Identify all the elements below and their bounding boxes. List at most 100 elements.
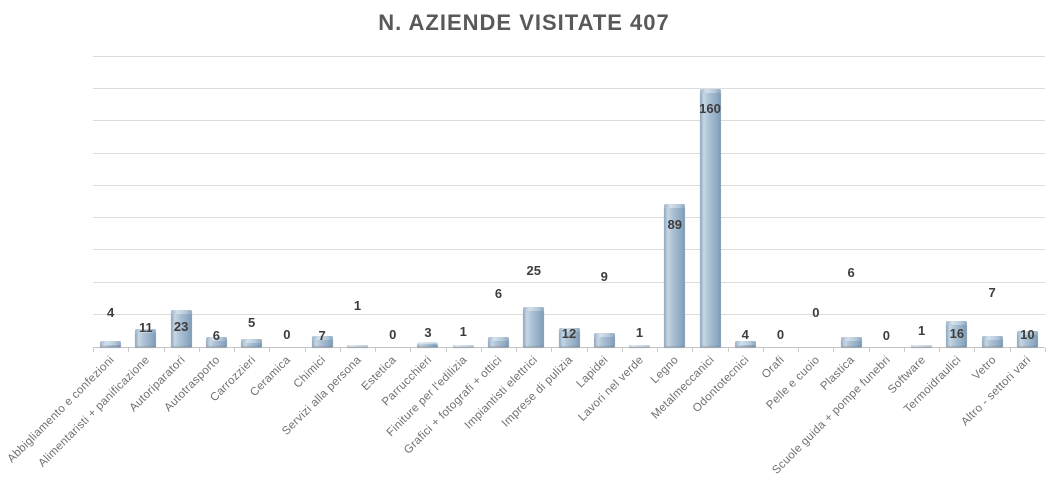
bar bbox=[734, 340, 756, 347]
bar-value-label: 25 bbox=[526, 263, 541, 278]
x-axis-label: Lavori nel verde bbox=[576, 354, 647, 424]
bar bbox=[241, 338, 263, 347]
bar-top-cap bbox=[664, 203, 686, 208]
axis-tick bbox=[375, 348, 377, 352]
axis-tick bbox=[727, 348, 729, 352]
bar-top-cap bbox=[205, 337, 227, 342]
bar-top-cap bbox=[840, 337, 862, 342]
bar bbox=[417, 342, 439, 347]
bar-value-label: 5 bbox=[248, 315, 256, 330]
axis-tick bbox=[339, 348, 341, 352]
x-axis-label: Metalmeccanici bbox=[649, 354, 717, 422]
bar bbox=[840, 337, 862, 347]
bar bbox=[699, 89, 721, 347]
bar-value-label: 12 bbox=[561, 326, 577, 341]
bar-top-cap bbox=[170, 309, 192, 314]
bar bbox=[1016, 330, 1038, 347]
bar-value-label: 6 bbox=[847, 265, 855, 280]
bar-top-cap bbox=[946, 321, 968, 326]
gridline bbox=[93, 120, 1045, 122]
axis-tick bbox=[692, 348, 694, 352]
bar-top-cap bbox=[593, 332, 615, 337]
axis-tick bbox=[762, 348, 764, 352]
x-axis-label: Legno bbox=[649, 354, 682, 387]
bar-top-cap bbox=[523, 306, 545, 311]
bar-top-cap bbox=[981, 335, 1003, 340]
axis-tick bbox=[128, 348, 130, 352]
gridline bbox=[93, 88, 1045, 90]
bar-value-label: 6 bbox=[212, 328, 221, 343]
bar-top-cap bbox=[241, 338, 263, 343]
x-axis-baseline bbox=[93, 347, 1045, 348]
bar-value-label: 1 bbox=[353, 298, 362, 313]
bar-top-cap bbox=[135, 329, 157, 334]
bar-value-label: 7 bbox=[318, 328, 326, 343]
bar-value-label: 6 bbox=[494, 286, 503, 301]
bar-value-label: 0 bbox=[776, 327, 785, 342]
bar-top-cap bbox=[100, 340, 122, 345]
bar bbox=[311, 335, 333, 347]
axis-tick bbox=[833, 348, 835, 352]
bar-top-cap bbox=[734, 340, 756, 345]
axis-tick bbox=[939, 348, 941, 352]
x-axis-label: Vetro bbox=[970, 354, 999, 383]
bar bbox=[946, 321, 968, 347]
bar-value-label: 4 bbox=[107, 305, 115, 320]
axis-tick bbox=[586, 348, 588, 352]
bar bbox=[664, 203, 686, 347]
axis-tick bbox=[657, 348, 659, 352]
gridline bbox=[93, 56, 1045, 57]
bar-value-label: 7 bbox=[988, 285, 996, 300]
bar-value-label: 89 bbox=[667, 217, 682, 232]
axis-tick bbox=[974, 348, 976, 352]
bar bbox=[205, 337, 227, 347]
bar-value-label: 0 bbox=[812, 305, 820, 320]
bar-top-cap bbox=[487, 337, 509, 342]
bar bbox=[981, 335, 1003, 347]
bar bbox=[593, 332, 615, 347]
axis-tick bbox=[234, 348, 236, 352]
x-axis-label: Altro - settori vari bbox=[959, 354, 1034, 429]
bar bbox=[487, 337, 509, 347]
gridline bbox=[93, 281, 1045, 283]
axis-tick bbox=[304, 348, 306, 352]
bar-top-cap bbox=[1016, 330, 1038, 335]
axis-tick bbox=[551, 348, 553, 352]
axis-tick bbox=[903, 348, 905, 352]
bar-value-label: 16 bbox=[949, 326, 965, 341]
bar bbox=[523, 306, 545, 347]
chart-title: N. AZIENDE VISITATE 407 bbox=[378, 10, 670, 35]
bar-value-label: 4 bbox=[741, 327, 749, 342]
gridline bbox=[93, 152, 1045, 154]
axis-tick bbox=[1045, 348, 1046, 352]
bar-value-label: 0 bbox=[882, 328, 890, 343]
bar-value-label: 3 bbox=[424, 325, 432, 340]
bar-value-label: 1 bbox=[459, 324, 467, 339]
gridline bbox=[93, 217, 1045, 219]
x-axis-label: Imprese di pulizia bbox=[499, 354, 576, 430]
gridline bbox=[93, 313, 1045, 315]
bar bbox=[629, 345, 651, 347]
bar-value-label: 1 bbox=[635, 325, 644, 340]
bar-value-label: 9 bbox=[600, 269, 608, 284]
bar bbox=[100, 340, 122, 347]
axis-tick bbox=[868, 348, 870, 352]
axis-tick bbox=[163, 348, 165, 352]
axis-tick bbox=[516, 348, 518, 352]
bar bbox=[452, 345, 474, 347]
axis-tick bbox=[798, 348, 800, 352]
bar bbox=[346, 345, 368, 347]
gridline bbox=[93, 249, 1045, 251]
bar-value-label: 160 bbox=[699, 101, 721, 116]
bar bbox=[135, 329, 157, 347]
bar-value-label: 0 bbox=[283, 327, 291, 342]
bar bbox=[911, 345, 933, 347]
bar-top-cap bbox=[699, 89, 721, 94]
axis-tick bbox=[445, 348, 447, 352]
axis-tick bbox=[621, 348, 623, 352]
axis-tick bbox=[410, 348, 412, 352]
axis-tick bbox=[1009, 348, 1011, 352]
axis-tick bbox=[480, 348, 482, 352]
bar bbox=[558, 327, 580, 347]
